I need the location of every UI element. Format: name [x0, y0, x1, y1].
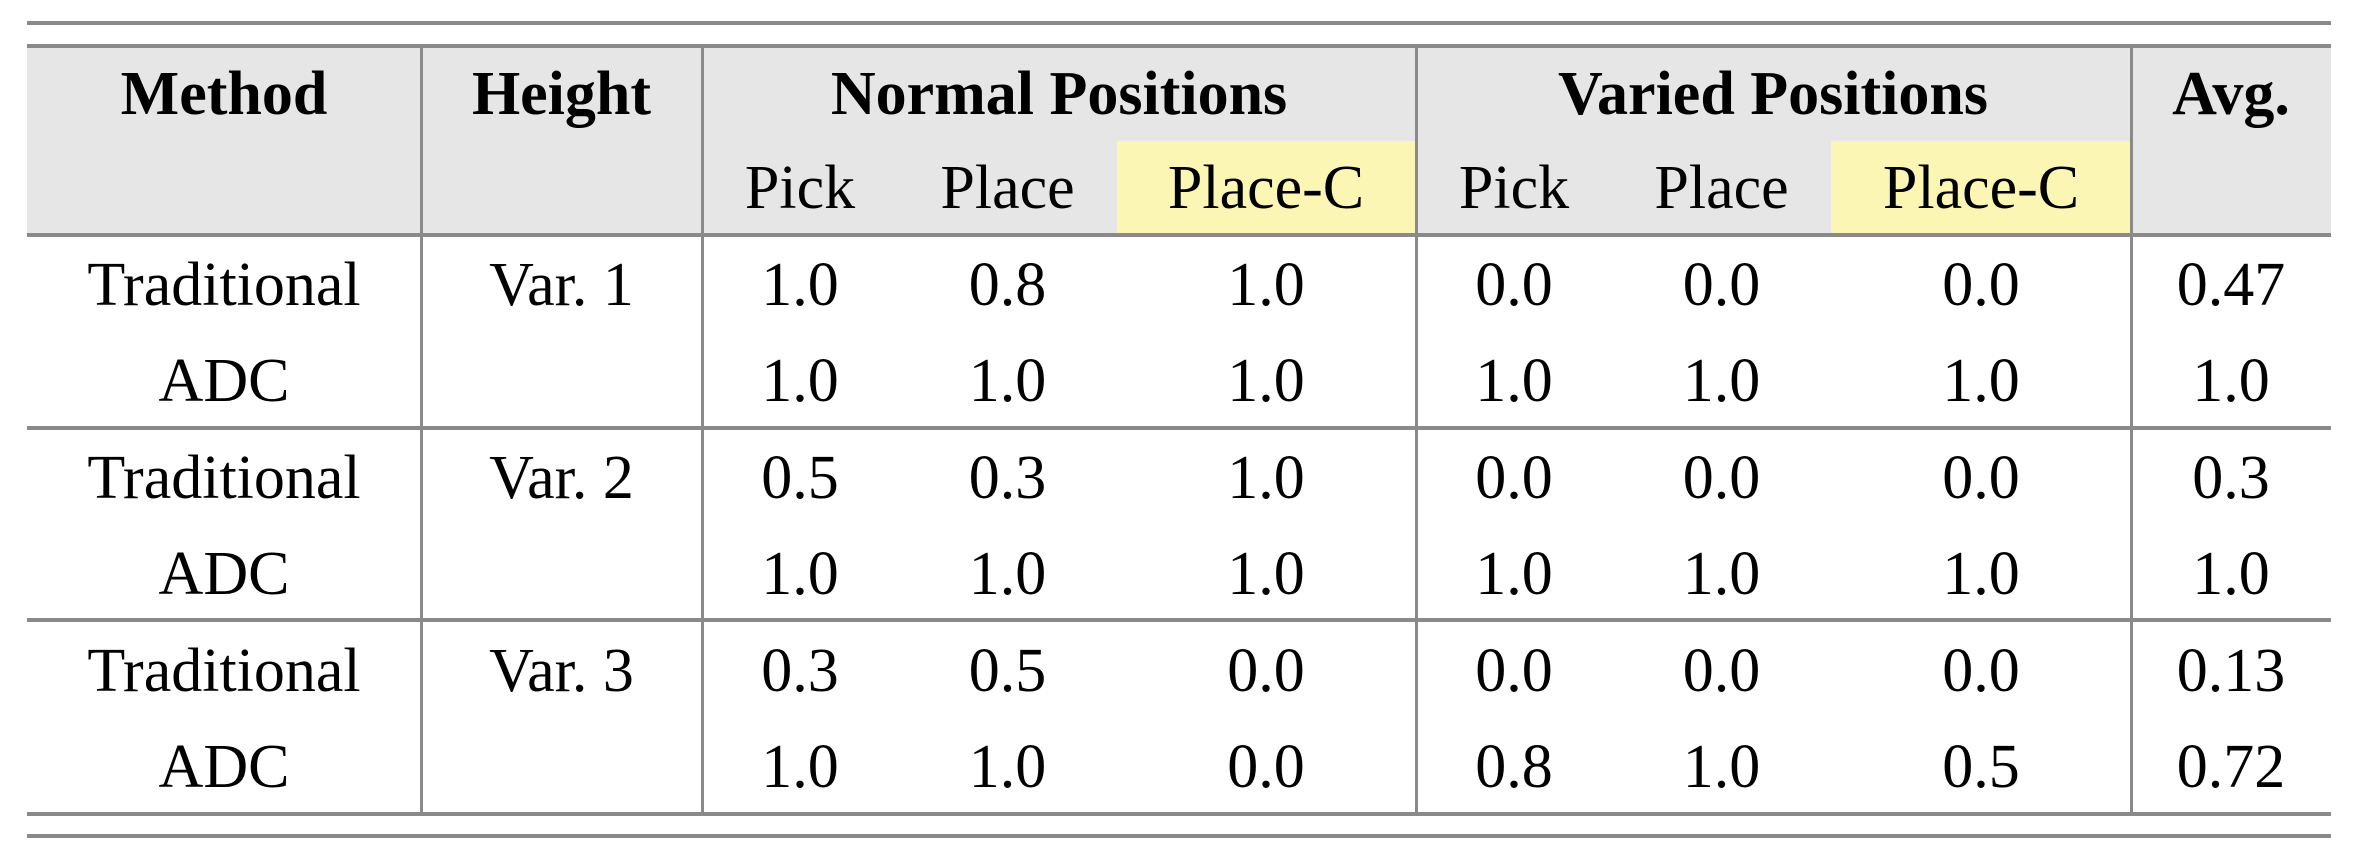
avg-value: 0.72	[2176, 733, 2286, 801]
group-rule-1	[27, 426, 2331, 430]
score-value: 1.0	[968, 540, 1047, 608]
score-value: 0.3	[968, 444, 1047, 512]
group-rule-2	[27, 618, 2331, 622]
col-divider	[2130, 48, 2133, 814]
header-avg: Avg.	[2172, 60, 2290, 128]
score-value: 0.5	[761, 444, 839, 512]
score-value: 0.0	[1942, 444, 2020, 512]
score-value: 1.0	[1227, 347, 1305, 415]
score-value: 1.0	[1475, 540, 1553, 608]
score-value: 1.0	[761, 733, 839, 801]
score-value: 1.0	[1227, 540, 1305, 608]
method-label: Traditional	[87, 444, 361, 512]
score-value: 1.0	[761, 347, 839, 415]
score-value: 1.0	[761, 251, 839, 319]
score-value: 0.0	[1682, 444, 1761, 512]
score-value: 1.0	[968, 347, 1047, 415]
header-varied-positions: Varied Positions	[1557, 60, 1989, 128]
highlight-varied-place-c	[1831, 141, 2131, 234]
score-value: 0.5	[968, 637, 1047, 705]
subheader-place-c: Place-C	[1167, 153, 1365, 222]
score-value: 0.0	[1475, 444, 1553, 512]
score-value: 0.0	[1682, 251, 1761, 319]
score-value: 0.0	[1227, 733, 1305, 801]
header-top-rule	[27, 44, 2331, 48]
col-divider	[1415, 48, 1418, 814]
highlight-normal-place-c	[1117, 141, 1415, 234]
method-label: ADC	[158, 733, 290, 801]
avg-value: 0.13	[2176, 637, 2286, 705]
method-label: Traditional	[87, 637, 361, 705]
height-label: Var. 2	[489, 444, 634, 512]
method-label: Traditional	[87, 251, 361, 319]
score-value: 0.0	[1227, 637, 1305, 705]
score-value: 0.5	[1942, 733, 2020, 801]
subheader-place-c: Place-C	[1882, 153, 2080, 222]
subheader-pick: Pick	[1458, 153, 1570, 222]
subheader-place: Place	[940, 153, 1075, 222]
score-value: 1.0	[1942, 540, 2020, 608]
col-divider	[701, 48, 704, 814]
avg-value: 0.47	[2176, 251, 2286, 319]
method-label: ADC	[158, 347, 290, 415]
score-value: 0.8	[1475, 733, 1553, 801]
score-value: 1.0	[1682, 733, 1761, 801]
score-value: 1.0	[1682, 540, 1761, 608]
method-label: ADC	[158, 540, 290, 608]
score-value: 1.0	[1942, 347, 2020, 415]
header-normal-positions: Normal Positions	[830, 60, 1288, 128]
header-height: Height	[471, 60, 652, 128]
score-value: 0.0	[1475, 637, 1553, 705]
col-divider	[420, 48, 423, 814]
bottom-rule	[27, 812, 2331, 816]
subheader-place: Place	[1654, 153, 1789, 222]
top-rule	[27, 21, 2331, 25]
score-value: 0.0	[1475, 251, 1553, 319]
avg-value: 0.3	[2192, 444, 2270, 512]
score-value: 0.0	[1942, 251, 2020, 319]
score-value: 1.0	[1475, 347, 1553, 415]
score-value: 1.0	[1227, 251, 1305, 319]
score-value: 1.0	[761, 540, 839, 608]
header-method: Method	[120, 60, 328, 128]
height-label: Var. 3	[489, 637, 634, 705]
subheader-pick: Pick	[744, 153, 856, 222]
score-value: 0.8	[968, 251, 1047, 319]
final-rule	[27, 834, 2331, 838]
score-value: 1.0	[968, 733, 1047, 801]
header-bottom-rule	[27, 233, 2331, 237]
avg-value: 1.0	[2192, 347, 2270, 415]
score-value: 0.0	[1942, 637, 2020, 705]
score-value: 0.3	[761, 637, 839, 705]
avg-value: 1.0	[2192, 540, 2270, 608]
score-value: 1.0	[1227, 444, 1305, 512]
height-label: Var. 1	[489, 251, 634, 319]
score-value: 0.0	[1682, 637, 1761, 705]
score-value: 1.0	[1682, 347, 1761, 415]
